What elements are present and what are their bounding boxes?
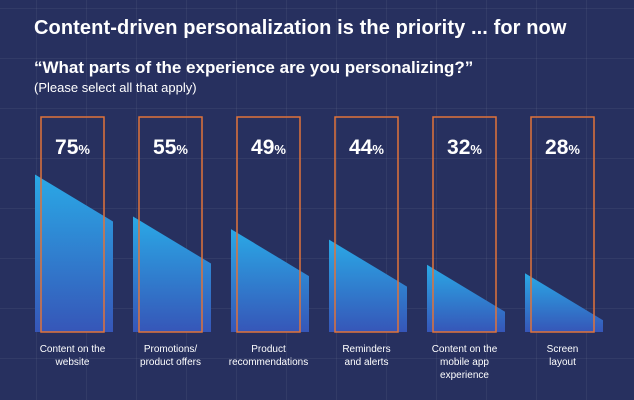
data-label: 55%: [153, 136, 188, 159]
bar: [133, 216, 211, 332]
bar-frame: [432, 116, 497, 333]
data-label: 75%: [55, 136, 90, 159]
bar: [329, 239, 407, 332]
bar-frame: [40, 116, 105, 333]
category-label: Reminders and alerts: [342, 344, 391, 368]
bar: [525, 273, 603, 332]
category-label: Screen layout: [546, 344, 579, 368]
data-label: 28%: [545, 136, 580, 159]
bar: [35, 174, 113, 332]
category-label: Content on the mobile app experience: [431, 344, 498, 381]
bar-frame: [138, 116, 203, 333]
page-title: Content-driven personalization is the pr…: [34, 17, 567, 39]
bar-frame: [334, 116, 399, 333]
category-label: Product recommendations: [228, 344, 309, 368]
bar-frame: [530, 116, 595, 333]
survey-note: (Please select all that apply): [34, 80, 197, 95]
bar: [231, 229, 309, 332]
data-label: 32%: [447, 136, 482, 159]
data-label: 44%: [349, 136, 384, 159]
category-label: Promotions/ product offers: [140, 344, 201, 368]
data-label: 49%: [251, 136, 286, 159]
category-label: Content on the website: [39, 344, 106, 368]
bar-frame: [236, 116, 301, 333]
bar: [427, 264, 505, 332]
survey-question: “What parts of the experience are you pe…: [34, 58, 474, 77]
